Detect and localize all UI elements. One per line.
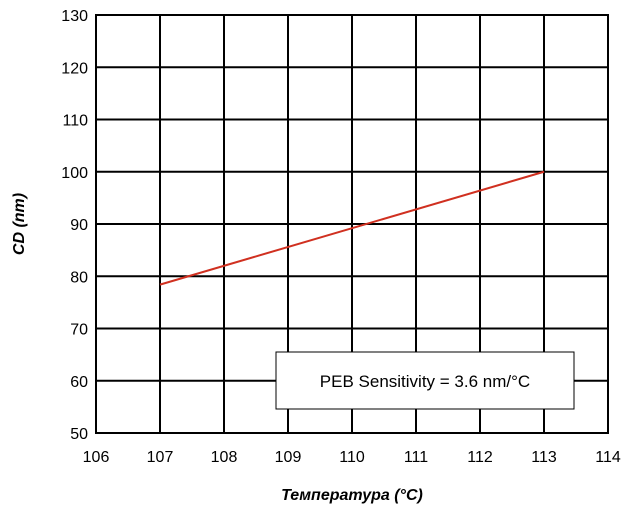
y-tick-label: 130 <box>61 8 88 25</box>
y-tick-label: 90 <box>70 217 88 234</box>
y-tick-label: 100 <box>61 165 88 182</box>
x-tick-label: 111 <box>404 449 428 466</box>
annotation-text: PEB Sensitivity = 3.6 nm/°C <box>320 372 530 391</box>
x-tick-label: 114 <box>595 449 621 466</box>
plot-frame <box>95 14 609 434</box>
x-tick-label: 106 <box>83 449 110 466</box>
x-tick-label: 109 <box>275 449 302 466</box>
y-tick-label: 110 <box>62 113 88 130</box>
x-axis-label: Температура (°C) <box>281 487 423 504</box>
y-tick-label: 120 <box>61 60 88 77</box>
y-tick-labels: 50 60 70 80 90 100 110 120 130 <box>61 8 88 443</box>
x-tick-label: 108 <box>211 449 238 466</box>
annotation-box: PEB Sensitivity = 3.6 nm/°C <box>275 351 575 410</box>
y-tick-label: 80 <box>70 269 88 286</box>
y-tick-label: 70 <box>70 322 88 339</box>
x-tick-label: 107 <box>147 449 174 466</box>
series-line <box>159 170 545 286</box>
y-tick-label: 60 <box>70 374 88 391</box>
x-tick-label: 110 <box>339 449 365 466</box>
y-tick-label: 50 <box>70 426 88 443</box>
annotation-frame <box>275 351 575 410</box>
x-tick-label: 113 <box>531 449 557 466</box>
y-axis-label: CD (nm) <box>11 193 28 255</box>
grid <box>96 15 608 433</box>
x-tick-labels: 106 107 108 109 110 111 112 113 114 <box>83 449 621 466</box>
x-tick-label: 112 <box>467 449 493 466</box>
series-layer <box>159 170 545 286</box>
